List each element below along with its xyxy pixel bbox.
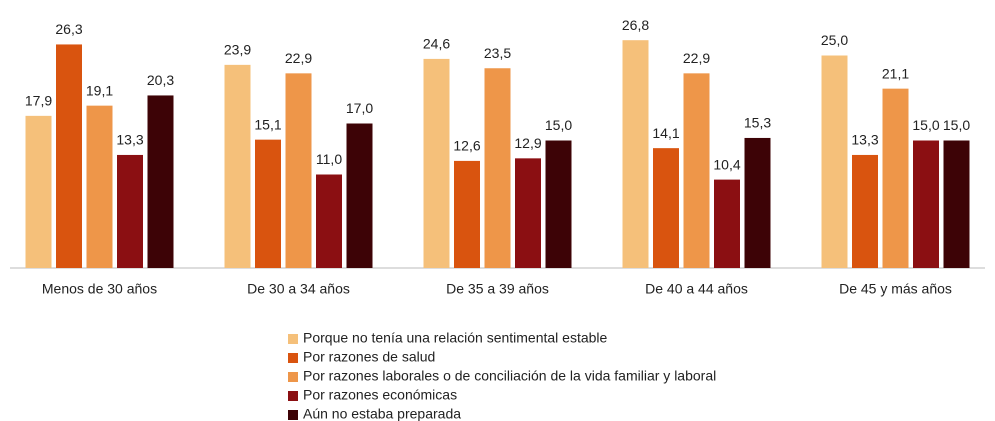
bar xyxy=(285,73,312,268)
value-label: 10,4 xyxy=(713,156,740,172)
legend-swatch xyxy=(288,410,298,420)
x-tick-label: De 30 a 34 años xyxy=(247,281,350,297)
value-label: 11,0 xyxy=(316,151,342,167)
value-label: 19,1 xyxy=(86,82,113,98)
value-label: 22,9 xyxy=(285,50,312,66)
value-label: 20,3 xyxy=(147,72,174,88)
value-label: 26,3 xyxy=(55,21,82,37)
bar xyxy=(913,140,939,268)
legend-label: Aún no estaba preparada xyxy=(303,406,461,421)
legend-label: Porque no tenía una relación sentimental… xyxy=(303,330,608,346)
legend-swatch xyxy=(288,334,298,344)
value-label: 15,1 xyxy=(254,116,281,132)
bar xyxy=(454,160,480,268)
legend-label: Por razones de salud xyxy=(303,349,435,365)
bar xyxy=(744,137,771,268)
value-label: 22,9 xyxy=(683,50,710,66)
bar xyxy=(821,55,848,268)
bar xyxy=(255,139,281,268)
bar xyxy=(683,73,710,268)
value-label: 13,3 xyxy=(116,132,143,148)
value-label: 23,9 xyxy=(224,42,251,58)
bar xyxy=(25,115,52,268)
value-label: 15,0 xyxy=(545,117,572,133)
bar xyxy=(545,140,572,268)
legend-label: Por razones económicas xyxy=(303,387,457,403)
bar xyxy=(852,154,878,268)
value-label: 12,9 xyxy=(514,135,541,151)
bar xyxy=(943,140,970,268)
bar xyxy=(484,68,511,268)
legend-swatch xyxy=(288,372,298,382)
bar xyxy=(117,154,143,268)
value-label: 21,1 xyxy=(882,65,909,81)
bar xyxy=(224,64,251,268)
value-label: 15,3 xyxy=(744,115,771,131)
bar xyxy=(56,44,82,269)
value-label: 15,0 xyxy=(943,117,970,133)
bar xyxy=(147,95,174,268)
bar xyxy=(86,105,113,269)
value-label: 23,5 xyxy=(484,45,511,61)
legend-swatch xyxy=(288,353,298,363)
value-label: 26,8 xyxy=(622,17,649,33)
value-label: 17,9 xyxy=(25,93,52,109)
value-label: 15,0 xyxy=(912,117,939,133)
x-tick-label: De 40 a 44 años xyxy=(645,281,748,297)
bar xyxy=(515,158,541,268)
value-label: 14,1 xyxy=(652,125,679,141)
value-label: 13,3 xyxy=(851,132,878,148)
bar xyxy=(622,40,649,269)
x-tick-label: De 45 y más años xyxy=(839,281,952,297)
x-tick-label: De 35 a 39 años xyxy=(446,281,549,297)
value-label: 25,0 xyxy=(821,32,848,48)
bar xyxy=(346,123,373,268)
value-label: 24,6 xyxy=(423,36,450,52)
bar xyxy=(653,148,679,268)
value-label: 17,0 xyxy=(346,100,373,116)
bar xyxy=(316,174,342,268)
bar xyxy=(714,179,740,268)
bar xyxy=(882,88,909,269)
x-tick-label: Menos de 30 años xyxy=(42,281,157,297)
legend-label: Por razones laborales o de conciliación … xyxy=(303,368,716,384)
legend-swatch xyxy=(288,391,298,401)
value-label: 12,6 xyxy=(453,138,480,154)
bar xyxy=(423,58,450,269)
